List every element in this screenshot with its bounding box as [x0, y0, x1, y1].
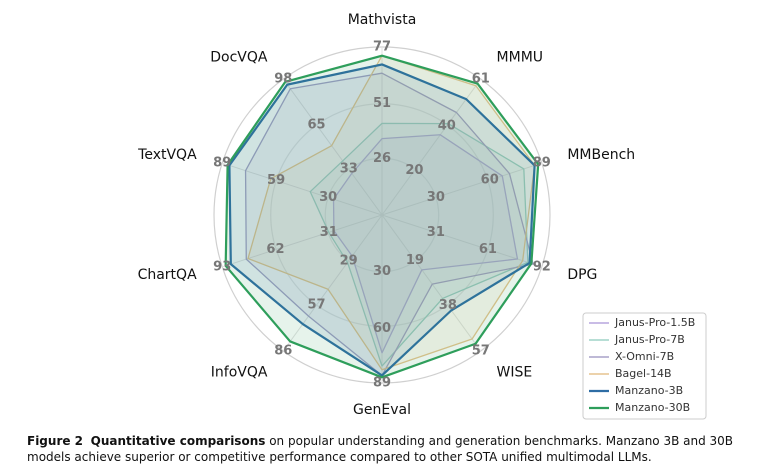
axis-spoke — [381, 162, 542, 216]
caption: Figure 2 Quantitative comparisons on pop… — [27, 433, 747, 465]
tick-label: 92 — [533, 259, 551, 274]
series-area — [247, 55, 536, 371]
tick-label: 30 — [373, 264, 391, 279]
legend-label: Manzano-30B — [615, 401, 690, 414]
series-area — [228, 63, 536, 377]
axis-label: ChartQA — [138, 267, 197, 283]
axis-spoke — [222, 162, 383, 216]
series-area — [224, 54, 540, 379]
tick-label: 77 — [373, 40, 391, 55]
tick-label: 60 — [373, 321, 391, 336]
axis-spoke — [282, 78, 383, 216]
legend-label: X-Omni-7B — [615, 350, 674, 363]
radar-chart: 26 51 77 Mathvista 20 40 61 MMMU 30 60 89 MMBench 31… — [137, 12, 707, 420]
tick-label: 20 — [405, 163, 423, 178]
axis-label: GenEval — [353, 402, 411, 418]
tick-label: 59 — [267, 173, 285, 188]
caption-bold: Quantitative comparisons — [90, 434, 266, 448]
tick-label: 29 — [340, 253, 358, 268]
tick-label: 30 — [319, 190, 337, 205]
caption-label: Figure 2 — [27, 434, 84, 448]
tick-label: 40 — [438, 118, 456, 133]
axis-label: DPG — [567, 267, 597, 283]
tick-label: 89 — [373, 376, 391, 391]
axis-label: InfoVQA — [211, 365, 268, 381]
tick-label: 62 — [266, 242, 284, 257]
tick-label: 19 — [406, 253, 424, 268]
axis-label: WISE — [497, 365, 533, 381]
tick-label: 60 — [481, 173, 499, 188]
axis-spoke — [381, 214, 542, 268]
axis-spoke — [381, 78, 482, 216]
tick-label: 61 — [479, 242, 497, 257]
tick-label: 93 — [213, 259, 231, 274]
tick-label: 65 — [307, 117, 325, 132]
axis-label: Mathvista — [348, 12, 417, 28]
series-area — [332, 134, 519, 354]
legend-box — [582, 312, 707, 420]
tick-label: 98 — [274, 72, 292, 87]
tick-label: 86 — [274, 343, 292, 358]
axis-label: MMMU — [497, 49, 543, 65]
tick-label: 33 — [340, 162, 358, 177]
legend-label: Manzano-3B — [615, 384, 683, 397]
tick-label: 30 — [427, 190, 445, 205]
caption-text: on popular understanding and generation … — [27, 434, 734, 464]
tick-label: 89 — [213, 156, 231, 171]
tick-label: 38 — [439, 298, 457, 313]
tick-label: 57 — [308, 298, 326, 313]
axis-label: TextVQA — [137, 147, 197, 163]
legend-label: Janus-Pro-7B — [614, 333, 685, 346]
axis-spoke — [282, 214, 383, 352]
tick-label: 31 — [320, 225, 338, 240]
axis-label: DocVQA — [210, 49, 268, 65]
legend-label: Janus-Pro-1.5B — [614, 316, 695, 329]
axis-label: MMBench — [567, 147, 635, 163]
legend-label: Bagel-14B — [615, 367, 672, 380]
tick-label: 51 — [373, 96, 391, 111]
tick-label: 31 — [427, 225, 445, 240]
tick-label: 26 — [373, 151, 391, 166]
tick-label: 61 — [472, 72, 490, 87]
axis-spoke — [381, 214, 482, 352]
tick-label: 89 — [533, 156, 551, 171]
series-area — [309, 122, 529, 367]
tick-label: 57 — [472, 343, 490, 358]
